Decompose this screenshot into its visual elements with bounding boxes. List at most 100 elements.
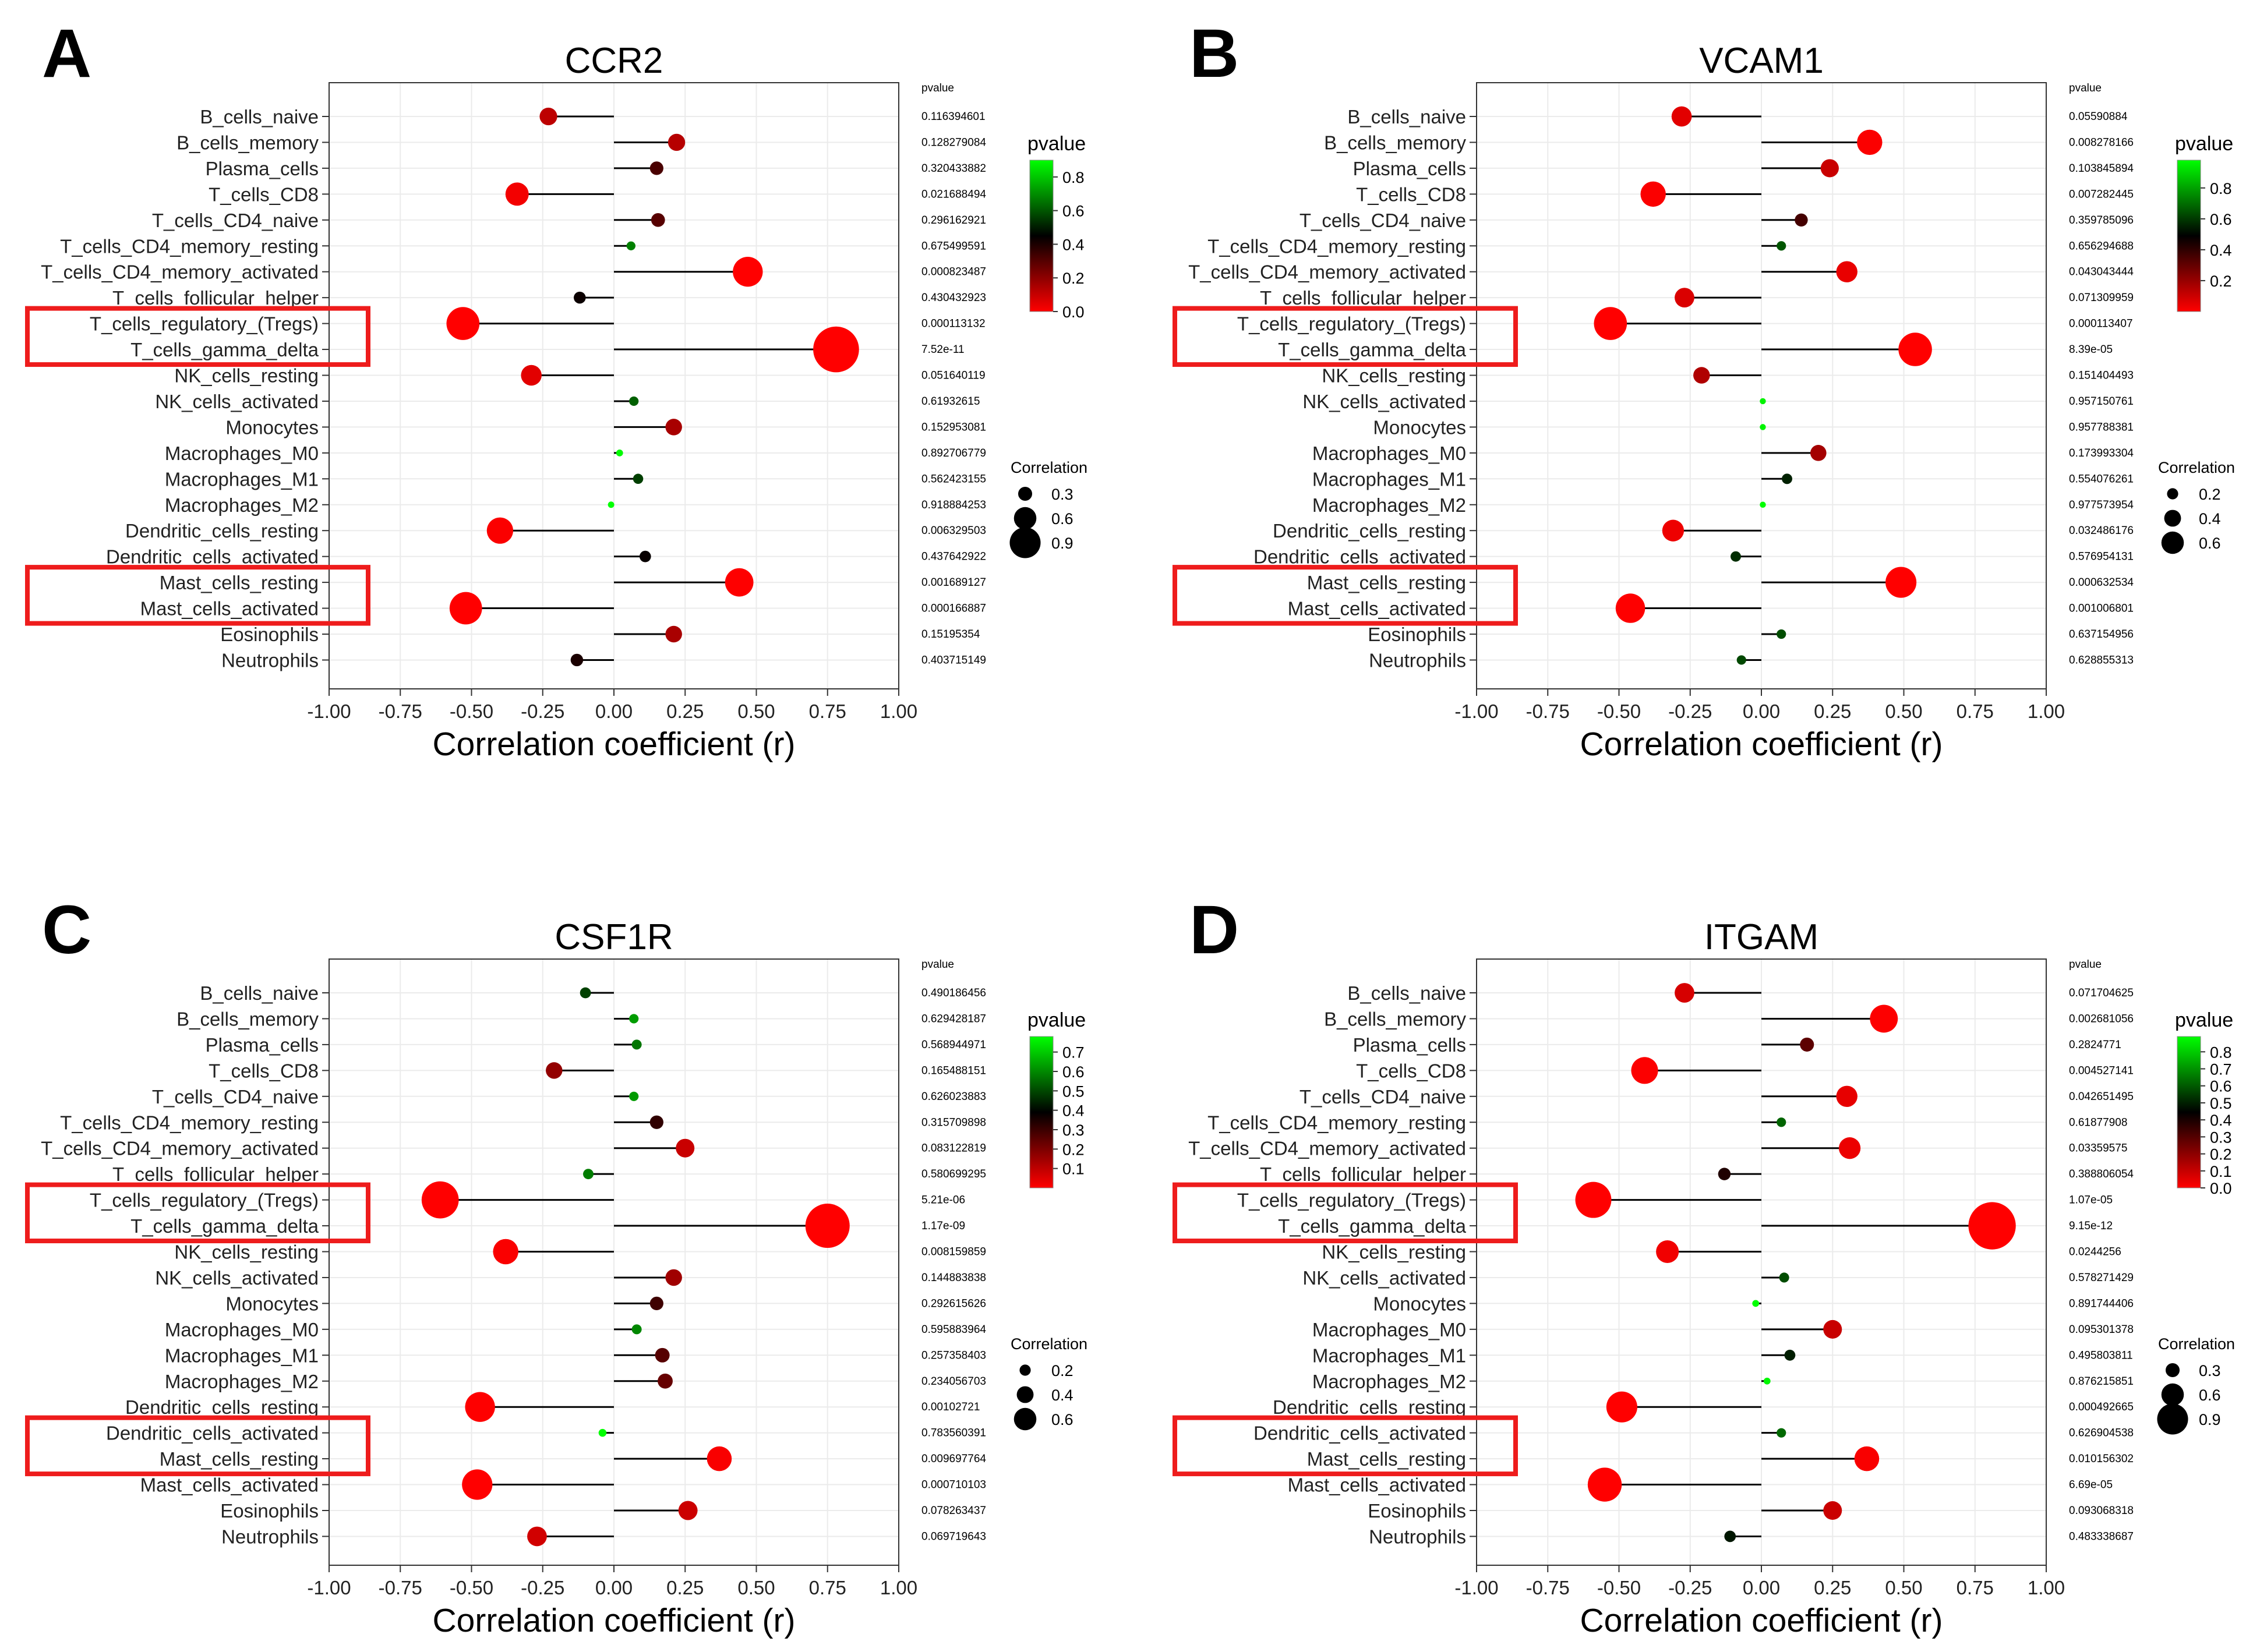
pvalue-colorbar [2177,1036,2201,1188]
lollipop-point [665,625,682,643]
x-tick-label: -0.25 [1668,1577,1712,1598]
category-label: Mast_cells_resting [160,572,319,593]
x-tick-label: 0.25 [1814,701,1851,722]
pvalue-text: 0.783560391 [921,1427,986,1439]
lollipop-point [1870,1004,1898,1033]
category-label: T_cells_CD4_memory_activated [1188,261,1466,283]
lollipop-point [665,419,682,436]
pvalue-text: 0.977573954 [2069,499,2134,511]
category-label: Dendritic_cells_resting [1273,1396,1466,1418]
size-legend-label: 0.2 [2199,486,2221,503]
pvalue-text: 0.957788381 [2069,421,2134,433]
lollipop-point [1575,1181,1612,1218]
category-label: Macrophages_M1 [1312,1345,1466,1366]
lollipop-point [1836,261,1858,282]
x-tick-label: 0.75 [1957,1577,1994,1598]
lollipop-point [1777,629,1786,639]
x-axis-label: Correlation coefficient (r) [432,726,795,763]
lollipop-point [655,1347,670,1363]
panel-b: B VCAM1 -1.00 -0.75 -0.50 -0.25 0.00 0.25 0.50 0.… [1173,15,2235,763]
category-label: T_cells_CD4_memory_resting [1207,1112,1466,1133]
lollipop-point [1779,1272,1789,1283]
pvalue-text: 0.152953081 [921,421,986,433]
pvalue-legend-title: pvalue [2175,1009,2233,1031]
lollipop-point [1810,445,1827,461]
panel-c: C CSF1R -1.00 -0.75 -0.50 -0.25 0.00 0.25 0.50 0.… [25,892,1087,1639]
lollipop-point [733,257,763,287]
category-label: Plasma_cells [1353,158,1466,179]
category-label: Macrophages_M2 [1312,494,1466,516]
lollipop-point [1760,424,1766,430]
category-label: Macrophages_M2 [165,494,319,516]
size-legend-title: Correlation [2158,1335,2235,1353]
pvalue-legend-title: pvalue [1027,133,1086,155]
x-tick-label: 0.25 [666,1577,704,1598]
category-label: Dendritic_cells_activated [106,1423,319,1444]
x-tick-label: -0.75 [1526,701,1570,722]
category-label: Monocytes [225,1293,319,1314]
category-label: Macrophages_M0 [165,443,319,464]
pvalue-text: 0.0244256 [2069,1246,2121,1258]
lollipop-point [616,449,623,457]
lollipop-point [1823,1320,1842,1339]
category-label: T_cells_CD4_naive [1299,1086,1466,1108]
pvalue-text: 0.173993304 [2069,447,2134,459]
colorbar-tick-label: 0.5 [1062,1083,1085,1100]
lollipop-point [1731,551,1741,562]
category-label: NK_cells_resting [1322,1241,1466,1263]
pvalue-text: 0.359785096 [2069,214,2134,227]
lollipop-point [707,1446,732,1471]
category-label: T_cells_CD4_naive [152,1086,319,1108]
pvalue-text: 0.876215851 [2069,1375,2134,1388]
category-label: T_cells_regulatory_(Tregs) [90,1190,319,1211]
x-tick-label: -0.25 [1668,701,1712,722]
lollipop-point [1836,1085,1858,1108]
category-label: T_cells_gamma_delta [1278,1215,1466,1237]
pvalue-text: 0.918884253 [921,499,986,511]
category-label: Mast_cells_resting [1307,1448,1466,1470]
pvalue-text: 0.430432923 [921,292,986,304]
pvalue-text: 0.043043444 [2069,266,2134,278]
size-legend-label: 0.2 [1051,1362,1073,1379]
category-label: Macrophages_M2 [165,1371,319,1392]
pvalue-text: 0.388806054 [2069,1168,2134,1180]
category-label: Dendritic_cells_activated [106,546,319,568]
size-legend-dot [1019,1364,1031,1376]
lollipop-point [1760,501,1766,508]
category-label: Eosinophils [220,1500,319,1522]
pvalue-text: 0.483338687 [2069,1530,2134,1543]
panel-d: D ITGAM -1.00 -0.75 -0.50 -0.25 0.00 0.25 0.50 0.… [1173,892,2235,1639]
pvalue-text: 0.103845894 [2069,162,2134,175]
category-label: B_cells_memory [176,132,319,153]
lollipop-point [678,1501,698,1520]
lollipop-point [649,1296,663,1310]
category-label: Dendritic_cells_resting [125,1396,319,1418]
category-label: B_cells_memory [176,1008,319,1030]
category-label: T_cells_regulatory_(Tregs) [1237,1190,1466,1211]
x-axis-label: Correlation coefficient (r) [1580,1602,1943,1639]
lollipop-point [639,550,651,563]
lollipop-point [1736,655,1746,665]
lollipop-point [1594,307,1627,340]
pvalue-text: 0.078263437 [921,1505,986,1517]
category-label: T_cells_CD4_memory_resting [60,235,319,257]
x-tick-label: 1.00 [2028,1577,2065,1598]
category-label: Plasma_cells [206,1034,319,1056]
category-label: NK_cells_resting [174,365,319,387]
lollipop-point [1777,1117,1786,1127]
lollipop-point [583,1169,594,1180]
pvalue-text: 0.00102721 [921,1401,980,1413]
lollipop-point [1777,1428,1786,1438]
pvalue-text: 0.234056703 [921,1375,986,1388]
pvalue-text: 0.61877908 [2069,1116,2127,1129]
pvalue-text: 0.892706779 [921,447,986,459]
lollipop-point [580,987,591,999]
size-legend-dot [1009,527,1041,558]
lollipop-point [813,326,859,373]
lollipop-point [1587,1467,1622,1502]
pvalue-text: 0.957150761 [2069,395,2134,408]
lollipop-point [676,1138,695,1158]
category-label: Dendritic_cells_resting [125,520,319,542]
category-label: T_cells_regulatory_(Tregs) [90,313,319,335]
